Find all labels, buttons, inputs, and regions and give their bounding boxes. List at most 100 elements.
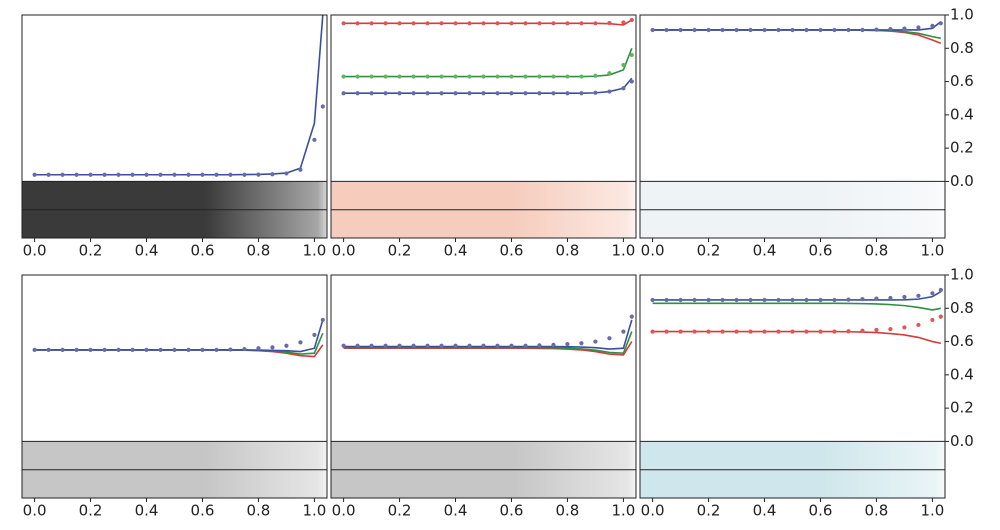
panel-border [21,274,328,499]
x-tick-label: 0.2 [697,242,721,260]
series-dot [509,74,514,79]
series-dot [748,297,753,303]
series-dot [320,317,325,323]
series-dot [650,329,655,334]
series-dot [678,297,683,303]
x-tick-label: 0.0 [23,242,47,260]
x-tick-label: 1.0 [611,242,635,260]
series-dot [200,172,205,177]
series-dot [930,291,935,296]
series-dot [748,27,753,33]
series-dot [102,172,107,177]
x-tick-label: 0.0 [23,502,47,520]
series-dot [509,343,514,348]
y-tick-label: 0.4 [950,365,974,383]
series-dot [495,343,500,348]
series-dot [158,347,163,352]
series-line [652,330,941,345]
series-dot [425,74,430,79]
series-dot [818,297,823,303]
x-tick-label: 0.0 [641,242,665,260]
series-dot [397,343,402,348]
series-dot [495,74,500,79]
series-dot [692,297,697,303]
x-tick-label: 0.8 [556,502,580,520]
series-dot [874,296,879,301]
series-dot [692,329,697,334]
x-tick-label: 0.6 [809,502,833,520]
series-dot [846,329,851,334]
series-dot [383,91,388,96]
series-dot [481,21,486,26]
x-tick-label: 0.0 [641,502,665,520]
series-dot [411,343,416,348]
series-dot [607,71,612,76]
series-dot [579,21,584,26]
series-dot [130,347,135,352]
series-dot [537,21,542,26]
series-dot [284,343,289,348]
x-tick-label: 1.0 [302,242,326,260]
series-dot [888,295,893,301]
x-tick-label: 1.0 [611,502,635,520]
y-tick-label: 1.0 [950,6,974,24]
plot-area [650,287,943,345]
series-dot [720,297,725,303]
series-dot [706,297,711,303]
x-tick-label: 0.2 [79,242,103,260]
series-dot [509,91,514,96]
series-dot [509,21,514,26]
x-tick-label: 0.2 [697,502,721,520]
series-line [652,21,942,31]
y-tick-label: 0.2 [950,399,974,417]
series-dot [804,329,809,334]
series-dot [537,343,542,348]
x-tick-label: 0.4 [444,502,468,520]
series-dot [383,74,388,79]
series-dot [607,20,612,26]
series-dot [355,74,360,79]
series-dot [650,297,655,303]
series-dot [88,172,93,177]
series-dot [369,74,374,79]
series-dot [495,91,500,96]
x-tick-label: 0.2 [388,242,412,260]
series-dot [46,347,51,352]
series-dot [355,21,360,26]
series-dot [537,91,542,96]
series-dot [846,297,851,302]
series-dot [790,27,795,33]
series-dot [621,62,626,68]
series-dot [734,329,739,334]
series-dot [720,329,725,334]
series-dot [818,329,823,334]
series-dot [593,21,598,26]
series-dot [629,79,634,84]
series-dot [832,329,837,334]
x-tick-label: 0.4 [753,502,777,520]
series-line [34,319,324,353]
series-dot [523,21,528,26]
series-dot [762,329,767,334]
series-dot [706,329,711,334]
series-line [343,319,633,350]
series-dot [523,91,528,96]
x-tick-label: 0.6 [809,242,833,260]
series-dot [60,347,65,352]
series-dot [439,343,444,348]
x-tick-label: 0.0 [332,502,356,520]
y-tick-label: 0.0 [950,432,974,450]
series-dot [312,137,317,142]
x-tick-label: 0.8 [865,242,889,260]
series-dot [790,329,795,334]
series-dot [467,21,472,26]
series-dot [930,23,935,28]
series-dot [734,27,739,33]
series-dot [938,314,943,319]
series-dot [888,326,893,332]
series-dot [902,294,907,300]
series-dot [439,74,444,79]
x-tick-label: 1.0 [920,502,944,520]
series-dot [938,21,943,26]
series-dot [411,21,416,26]
